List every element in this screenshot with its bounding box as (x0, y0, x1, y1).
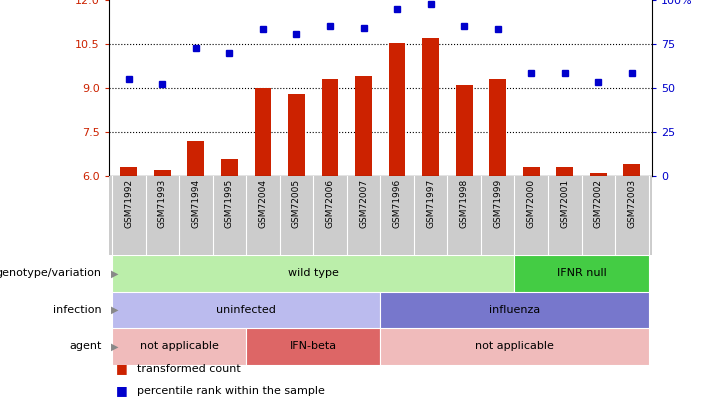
Text: GSM71999: GSM71999 (494, 179, 502, 228)
Text: percentile rank within the sample: percentile rank within the sample (137, 386, 325, 396)
Text: GSM71995: GSM71995 (225, 179, 234, 228)
Text: ▶: ▶ (111, 269, 118, 278)
Text: GSM72004: GSM72004 (259, 179, 267, 228)
Bar (112, 328, 246, 364)
Text: transformed count: transformed count (137, 364, 240, 373)
Bar (112, 255, 515, 292)
Bar (187, 141, 204, 176)
Bar (515, 255, 648, 292)
Text: agent: agent (69, 341, 102, 351)
Text: IFN-beta: IFN-beta (290, 341, 336, 351)
Bar (322, 79, 339, 176)
Text: GSM72001: GSM72001 (560, 179, 569, 228)
Text: GSM72003: GSM72003 (627, 179, 637, 228)
Bar (623, 164, 640, 176)
Bar (246, 328, 381, 364)
Text: influenza: influenza (489, 305, 540, 315)
Bar (112, 292, 381, 328)
Text: ▶: ▶ (111, 341, 118, 351)
Bar (381, 292, 648, 328)
Bar (381, 328, 648, 364)
Bar (557, 167, 573, 176)
Text: GSM71998: GSM71998 (460, 179, 469, 228)
Bar (288, 94, 305, 176)
Bar (388, 43, 405, 176)
Text: ■: ■ (116, 384, 128, 397)
Text: GSM72007: GSM72007 (359, 179, 368, 228)
Bar (154, 170, 171, 176)
Text: GSM72000: GSM72000 (526, 179, 536, 228)
Text: ■: ■ (116, 362, 128, 375)
Text: GSM71992: GSM71992 (124, 179, 133, 228)
Bar (456, 85, 472, 176)
Text: not applicable: not applicable (475, 341, 554, 351)
Bar (221, 159, 238, 176)
Bar (422, 38, 439, 176)
Bar (523, 167, 540, 176)
Text: GSM72002: GSM72002 (594, 179, 603, 228)
Text: infection: infection (53, 305, 102, 315)
Bar (489, 79, 506, 176)
Text: IFNR null: IFNR null (557, 269, 606, 278)
Text: ▶: ▶ (111, 305, 118, 315)
Bar (121, 167, 137, 176)
Text: uninfected: uninfected (216, 305, 276, 315)
Bar (590, 173, 606, 176)
Bar (355, 76, 372, 176)
Text: GSM71994: GSM71994 (191, 179, 200, 228)
Text: wild type: wild type (288, 269, 339, 278)
Text: GSM71996: GSM71996 (393, 179, 402, 228)
Text: GSM71993: GSM71993 (158, 179, 167, 228)
Text: genotype/variation: genotype/variation (0, 269, 102, 278)
Text: GSM72005: GSM72005 (292, 179, 301, 228)
Text: GSM72006: GSM72006 (325, 179, 334, 228)
Text: GSM71997: GSM71997 (426, 179, 435, 228)
Text: not applicable: not applicable (139, 341, 219, 351)
Bar (254, 88, 271, 176)
